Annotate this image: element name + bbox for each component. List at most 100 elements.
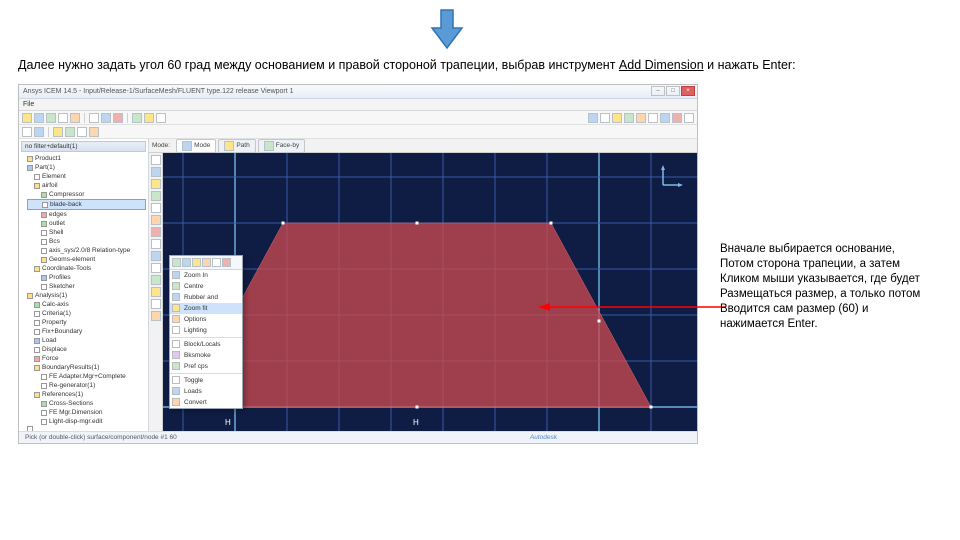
tool-icon[interactable] — [34, 113, 44, 123]
tool-icon[interactable] — [151, 287, 161, 297]
tree-item[interactable]: airfoil — [27, 181, 146, 190]
ctx-item[interactable]: Loads — [170, 386, 242, 397]
tree-item[interactable]: Property — [27, 318, 146, 327]
tree-item[interactable]: Force — [27, 354, 146, 363]
ctx-item[interactable]: Zoom In — [170, 270, 242, 281]
tree-item[interactable]: Part(1) — [27, 163, 146, 172]
tool-icon[interactable] — [77, 127, 87, 137]
tool-icon[interactable] — [53, 127, 63, 137]
tree-item[interactable]: FE Mgr.Dimension — [27, 408, 146, 417]
ctx-icon[interactable] — [182, 258, 191, 267]
tool-icon[interactable] — [612, 113, 622, 123]
tool-icon[interactable] — [151, 203, 161, 213]
tool-icon[interactable] — [151, 251, 161, 261]
tool-icon[interactable] — [22, 127, 32, 137]
ctx-item[interactable]: Rubber and — [170, 292, 242, 303]
tool-icon[interactable] — [151, 191, 161, 201]
tool-icon[interactable] — [648, 113, 658, 123]
ctx-icon[interactable] — [172, 258, 181, 267]
menu-file[interactable]: File — [23, 101, 34, 108]
tree-item[interactable]: References(1) — [27, 390, 146, 399]
tool-icon[interactable] — [151, 155, 161, 165]
tree-item[interactable]: Sketcher — [27, 282, 146, 291]
caption-pre: Далее нужно задать угол 60 град между ос… — [18, 58, 619, 72]
tree-item[interactable]: Analysis(1) — [27, 291, 146, 300]
ctx-icon[interactable] — [192, 258, 201, 267]
tree-item[interactable]: Shell — [27, 228, 146, 237]
tool-icon[interactable] — [58, 113, 68, 123]
tree-item[interactable]: BoundaryResults(1) — [27, 363, 146, 372]
tree-item[interactable]: Criteria(1) — [27, 309, 146, 318]
tool-icon[interactable] — [70, 113, 80, 123]
maximize-button[interactable]: □ — [666, 86, 680, 96]
tool-icon[interactable] — [151, 215, 161, 225]
tree-item[interactable]: Re-generator(1) — [27, 381, 146, 390]
tab-mode[interactable]: Mode — [176, 139, 216, 153]
tree-item[interactable]: Compressor — [27, 190, 146, 199]
close-button[interactable]: × — [681, 86, 695, 96]
tree-item[interactable]: outlet — [27, 219, 146, 228]
tool-icon[interactable] — [636, 113, 646, 123]
tool-icon[interactable] — [151, 275, 161, 285]
tree-item-icon — [41, 212, 47, 218]
tree-item[interactable]: Cross-Sections — [27, 399, 146, 408]
ctx-icon[interactable] — [222, 258, 231, 267]
tool-icon[interactable] — [600, 113, 610, 123]
ctx-item[interactable]: Block/Locals — [170, 339, 242, 350]
tab-faceby[interactable]: Face-by — [258, 139, 305, 153]
ctx-item[interactable]: Bksmoke — [170, 350, 242, 361]
tool-icon[interactable] — [22, 113, 32, 123]
tool-icon[interactable] — [132, 113, 142, 123]
tree-item[interactable]: Displace — [27, 345, 146, 354]
tool-icon[interactable] — [46, 113, 56, 123]
tab-path[interactable]: Path — [218, 139, 255, 153]
ctx-item[interactable]: Toggle — [170, 375, 242, 386]
tree-item[interactable]: Geoms-element — [27, 255, 146, 264]
tree-item-icon — [34, 347, 40, 353]
tree-item[interactable]: Load — [27, 336, 146, 345]
tool-icon[interactable] — [113, 113, 123, 123]
tool-icon[interactable] — [151, 239, 161, 249]
viewport-canvas[interactable]: H H — [163, 153, 697, 431]
ctx-icon[interactable] — [212, 258, 221, 267]
tool-icon[interactable] — [89, 113, 99, 123]
tree-item[interactable]: Light-disp-mgr.edit — [27, 417, 146, 426]
tool-icon[interactable] — [151, 263, 161, 273]
tool-icon[interactable] — [151, 227, 161, 237]
tool-icon[interactable] — [684, 113, 694, 123]
ctx-item[interactable]: Centre — [170, 281, 242, 292]
tool-icon[interactable] — [660, 113, 670, 123]
tool-icon[interactable] — [151, 299, 161, 309]
tool-icon[interactable] — [156, 113, 166, 123]
tree-item[interactable]: Product1 — [27, 154, 146, 163]
ctx-item[interactable]: Convert — [170, 397, 242, 408]
tool-icon[interactable] — [144, 113, 154, 123]
minimize-button[interactable]: – — [651, 86, 665, 96]
tool-icon[interactable] — [672, 113, 682, 123]
ctx-item[interactable]: Options — [170, 314, 242, 325]
tool-icon[interactable] — [89, 127, 99, 137]
ctx-item[interactable]: Pref cps — [170, 361, 242, 372]
tool-icon[interactable] — [34, 127, 44, 137]
tree-item[interactable]: Element — [27, 172, 146, 181]
tree-item[interactable]: axis_sys/2.0/8 Relation-type — [27, 246, 146, 255]
tree-item[interactable]: FE Adapter.Mgr+Complete — [27, 372, 146, 381]
coord-sys-icon — [659, 163, 685, 192]
tree-item[interactable]: blade-back — [27, 199, 146, 210]
tool-icon[interactable] — [151, 179, 161, 189]
tree-item[interactable]: Calc-axis — [27, 300, 146, 309]
tool-icon[interactable] — [624, 113, 634, 123]
tool-icon[interactable] — [101, 113, 111, 123]
ctx-icon[interactable] — [202, 258, 211, 267]
ctx-item[interactable]: Lighting — [170, 325, 242, 336]
tree-item[interactable]: Profiles — [27, 273, 146, 282]
tree-item[interactable]: Coordinate-Tools — [27, 264, 146, 273]
tree-item[interactable]: Fix+Boundary — [27, 327, 146, 336]
tool-icon[interactable] — [151, 167, 161, 177]
tool-icon[interactable] — [65, 127, 75, 137]
ctx-item[interactable]: Zoom fit — [170, 303, 242, 314]
tree-item[interactable]: edges — [27, 210, 146, 219]
tool-icon[interactable] — [151, 311, 161, 321]
tool-icon[interactable] — [588, 113, 598, 123]
tree-item[interactable]: Bcs — [27, 237, 146, 246]
